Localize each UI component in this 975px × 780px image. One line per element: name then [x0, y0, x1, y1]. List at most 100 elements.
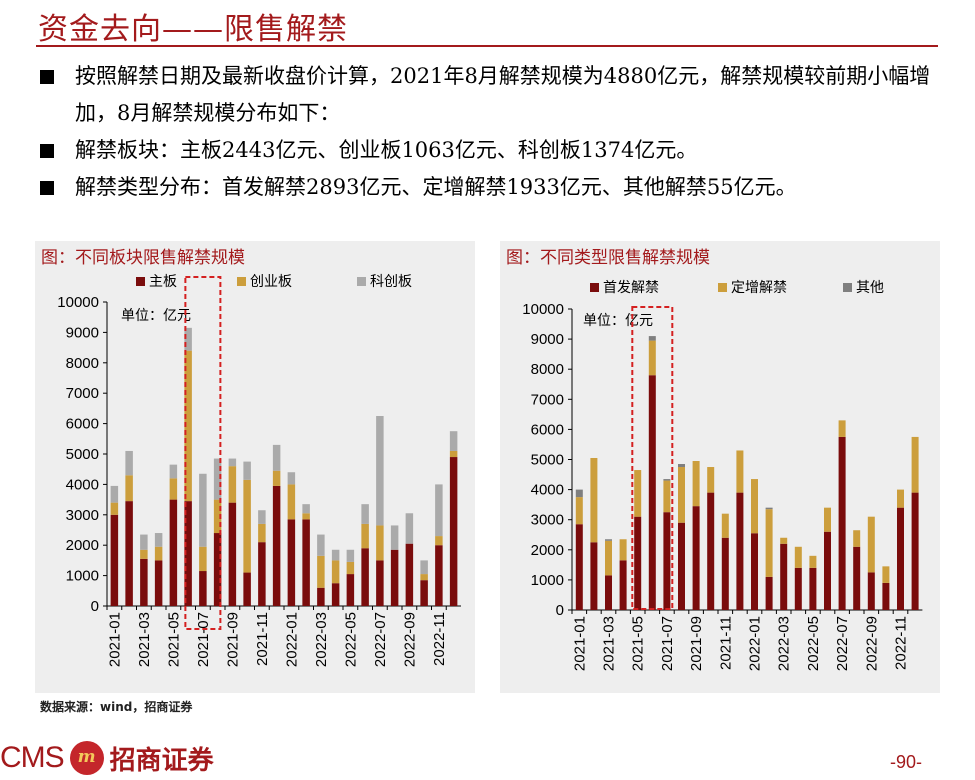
bar-segment-3 — [765, 507, 773, 510]
x-tick-label: 2021-11 — [717, 616, 734, 670]
y-tick-label: 10000 — [57, 294, 99, 311]
logo-cms-text: CMS — [0, 741, 65, 774]
bar-segment-3 — [258, 510, 266, 524]
bar-segment-2 — [184, 350, 192, 502]
y-tick-label: 0 — [91, 598, 99, 615]
bar-segment-1 — [199, 571, 207, 606]
bar-segment-1 — [449, 457, 458, 606]
bar-segment-3 — [243, 461, 251, 480]
x-tick-label: 2021-09 — [224, 612, 241, 667]
bar-segment-3 — [361, 504, 369, 524]
bar-segment-2 — [287, 484, 296, 520]
bar-segment-2 — [692, 461, 700, 507]
bar-segment-1 — [663, 512, 671, 610]
y-tick-label: 3000 — [66, 507, 99, 524]
x-tick-label: 2022-03 — [776, 616, 793, 671]
page-number: -90- — [890, 752, 923, 772]
y-tick-label: 0 — [556, 602, 564, 619]
bar-segment-2 — [809, 555, 817, 568]
y-tick-label: 5000 — [531, 452, 564, 469]
bar-segment-2 — [663, 480, 671, 513]
x-tick-label: 2021-05 — [630, 616, 647, 671]
bar-segment-2 — [420, 574, 428, 581]
y-tick-label: 7000 — [531, 391, 564, 408]
bar-segment-1 — [707, 492, 715, 610]
bar-segment-1 — [154, 560, 163, 606]
bar-segment-2 — [154, 546, 163, 561]
bar-segment-2 — [707, 467, 715, 493]
bar-segment-1 — [911, 492, 919, 610]
bullet-list: 按照解禁日期及最新收盘价计算，2021年8月解禁规模为4880亿元，解禁规模较前… — [40, 58, 970, 206]
bar-segment-2 — [302, 513, 310, 520]
bar-segment-3 — [435, 484, 443, 537]
chart-panel-type: 图：不同类型限售解禁规模 首发解禁 定增解禁 其他 0 1000 2000 3000 4000 5… — [500, 241, 940, 693]
bar-segment-3 — [140, 534, 148, 550]
legend-swatch — [718, 283, 727, 292]
logo-badge-text: m — [77, 747, 96, 767]
bar-segment-1 — [110, 514, 119, 606]
bar-segment-3 — [605, 539, 612, 541]
x-tick-label: 2022-09 — [401, 612, 418, 667]
x-tick-label: 2021-07 — [659, 616, 676, 671]
bar-segment-3 — [575, 489, 583, 498]
bar-segment-2 — [765, 509, 773, 577]
bar-segment-2 — [243, 479, 251, 573]
bar-segment-2 — [678, 467, 685, 523]
bar-segment-2 — [867, 516, 875, 573]
x-tick-label: 2021-03 — [136, 612, 153, 667]
bar-segment-1 — [228, 502, 237, 606]
y-tick-label: 8000 — [66, 355, 99, 372]
bar-segment-1 — [765, 576, 773, 610]
unit-label: 单位：亿元 — [121, 308, 191, 324]
y-tick-label: 1000 — [66, 568, 99, 585]
bar-segment-3 — [648, 336, 656, 341]
bar-segment-2 — [317, 555, 325, 588]
bar-segment-1 — [435, 545, 443, 606]
bullet-item: 按照解禁日期及最新收盘价计算，2021年8月解禁规模为4880亿元，解禁规模较前… — [40, 58, 970, 132]
bar-segment-2 — [721, 513, 729, 538]
bar-segment-1 — [140, 558, 148, 606]
bar-segment-2 — [140, 549, 148, 559]
bar-segment-1 — [125, 501, 133, 606]
bar-segment-3 — [346, 549, 355, 562]
bar-segment-2 — [648, 340, 656, 376]
y-tick-label: 2000 — [66, 537, 99, 554]
bar-segment-2 — [449, 450, 458, 458]
bar-segment-3 — [376, 416, 384, 526]
legend-label: 其他 — [856, 280, 884, 296]
x-tick-label: 2022-07 — [834, 616, 851, 671]
bar-segment-1 — [824, 531, 831, 610]
unit-label: 单位：亿元 — [583, 313, 653, 329]
company-logo: CMS m 招商证券 — [0, 738, 214, 778]
x-tick-label: 2021-03 — [601, 616, 618, 671]
title-divider — [36, 45, 938, 47]
bullet-item: 解禁类型分布：首发解禁2893亿元、定增解禁1933亿元、其他解禁55亿元。 — [40, 169, 970, 206]
highlight-box — [184, 276, 222, 630]
bar-segment-1 — [634, 516, 642, 610]
legend-label: 定增解禁 — [731, 280, 787, 296]
bar-segment-1 — [243, 572, 251, 606]
x-tick-label: 2022-03 — [313, 612, 330, 667]
bar-segment-3 — [449, 431, 458, 451]
bar-segment-1 — [420, 580, 428, 606]
bar-segment-2 — [911, 436, 919, 493]
y-tick-label: 1000 — [531, 572, 564, 589]
bullet-text: 解禁类型分布：首发解禁2893亿元、定增解禁1933亿元、其他解禁55亿元。 — [75, 175, 797, 199]
chart-title: 图：不同板块限售解禁规模 — [41, 248, 245, 268]
bar-segment-1 — [184, 501, 192, 606]
bar-segment-1 — [317, 587, 325, 606]
bar-segment-3 — [390, 525, 399, 550]
bar-segment-3 — [331, 549, 340, 561]
chart-panel-board: 图：不同板块限售解禁规模 主板 创业板 科创板 0 1000 2000 3000 4000 500… — [35, 241, 475, 693]
logo-badge-icon: m — [69, 741, 104, 775]
bar-segment-1 — [867, 572, 875, 610]
bar-segment-2 — [605, 540, 612, 576]
x-tick-label: 2021-05 — [165, 612, 182, 667]
bar-segment-2 — [331, 560, 340, 584]
bar-segment-1 — [590, 542, 598, 610]
bar-segment-1 — [575, 524, 583, 610]
bar-segment-1 — [287, 519, 296, 606]
x-tick-label: 2022-05 — [342, 612, 359, 667]
bar-segment-2 — [619, 539, 627, 561]
